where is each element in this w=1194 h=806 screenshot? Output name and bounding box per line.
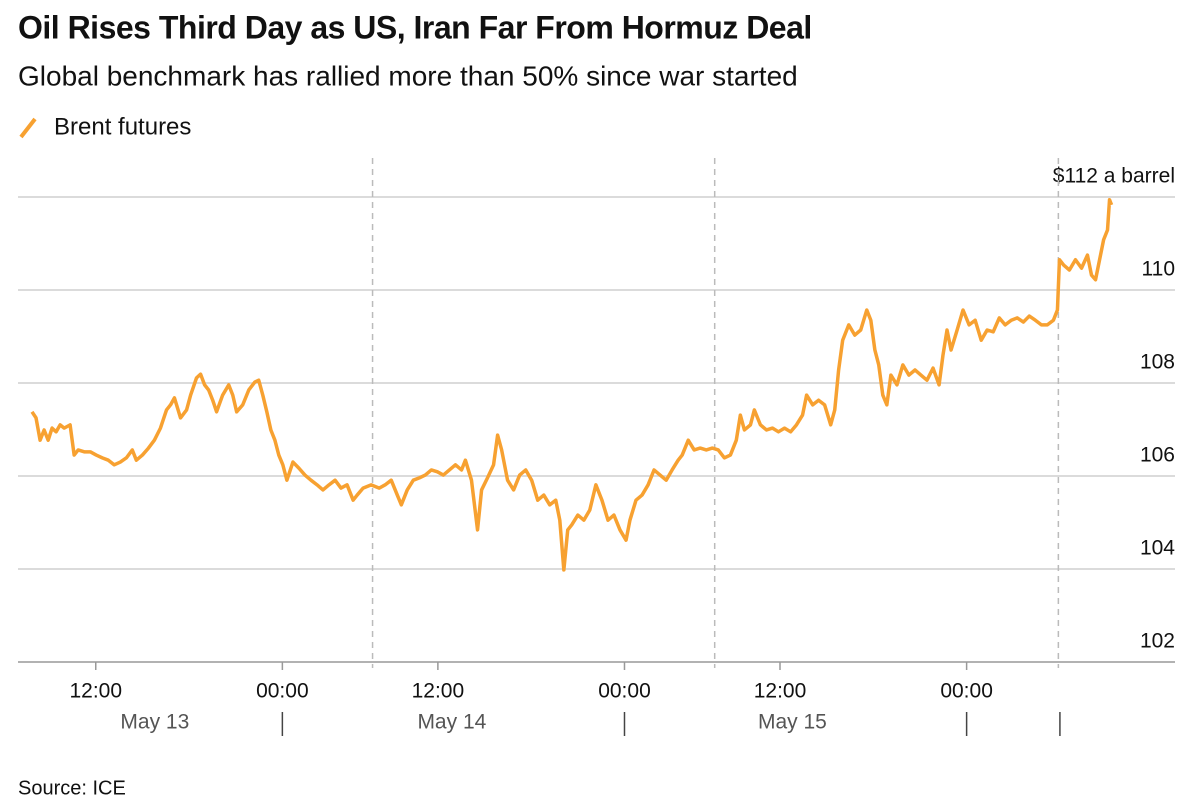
legend-label: Brent futures [54, 113, 191, 140]
price-line [30, 198, 1114, 572]
source: Source: ICE [18, 777, 126, 799]
x-tick-label: 12:00 [754, 680, 807, 703]
y-tick-label: 102 [1140, 630, 1175, 653]
date-label: May 14 [417, 711, 486, 734]
x-tick-label: 12:00 [69, 680, 122, 703]
x-tick-label: 00:00 [256, 680, 309, 703]
y-tick-label: 108 [1140, 351, 1175, 374]
y-tick-label: $112 a barrel [1053, 165, 1175, 188]
x-tick-label: 12:00 [412, 680, 465, 703]
x-tick-label: 00:00 [598, 680, 651, 703]
y-tick-label: 104 [1140, 537, 1175, 560]
date-label: May 15 [758, 711, 827, 734]
chart-subtitle: Global benchmark has rallied more than 5… [18, 60, 798, 91]
y-tick-label: 106 [1140, 444, 1175, 467]
chart-title: Oil Rises Third Day as US, Iran Far From… [18, 9, 812, 45]
legend-swatch [19, 117, 37, 139]
date-label: May 13 [120, 711, 189, 734]
x-tick-label: 00:00 [940, 680, 993, 703]
y-tick-label: 110 [1142, 258, 1175, 281]
